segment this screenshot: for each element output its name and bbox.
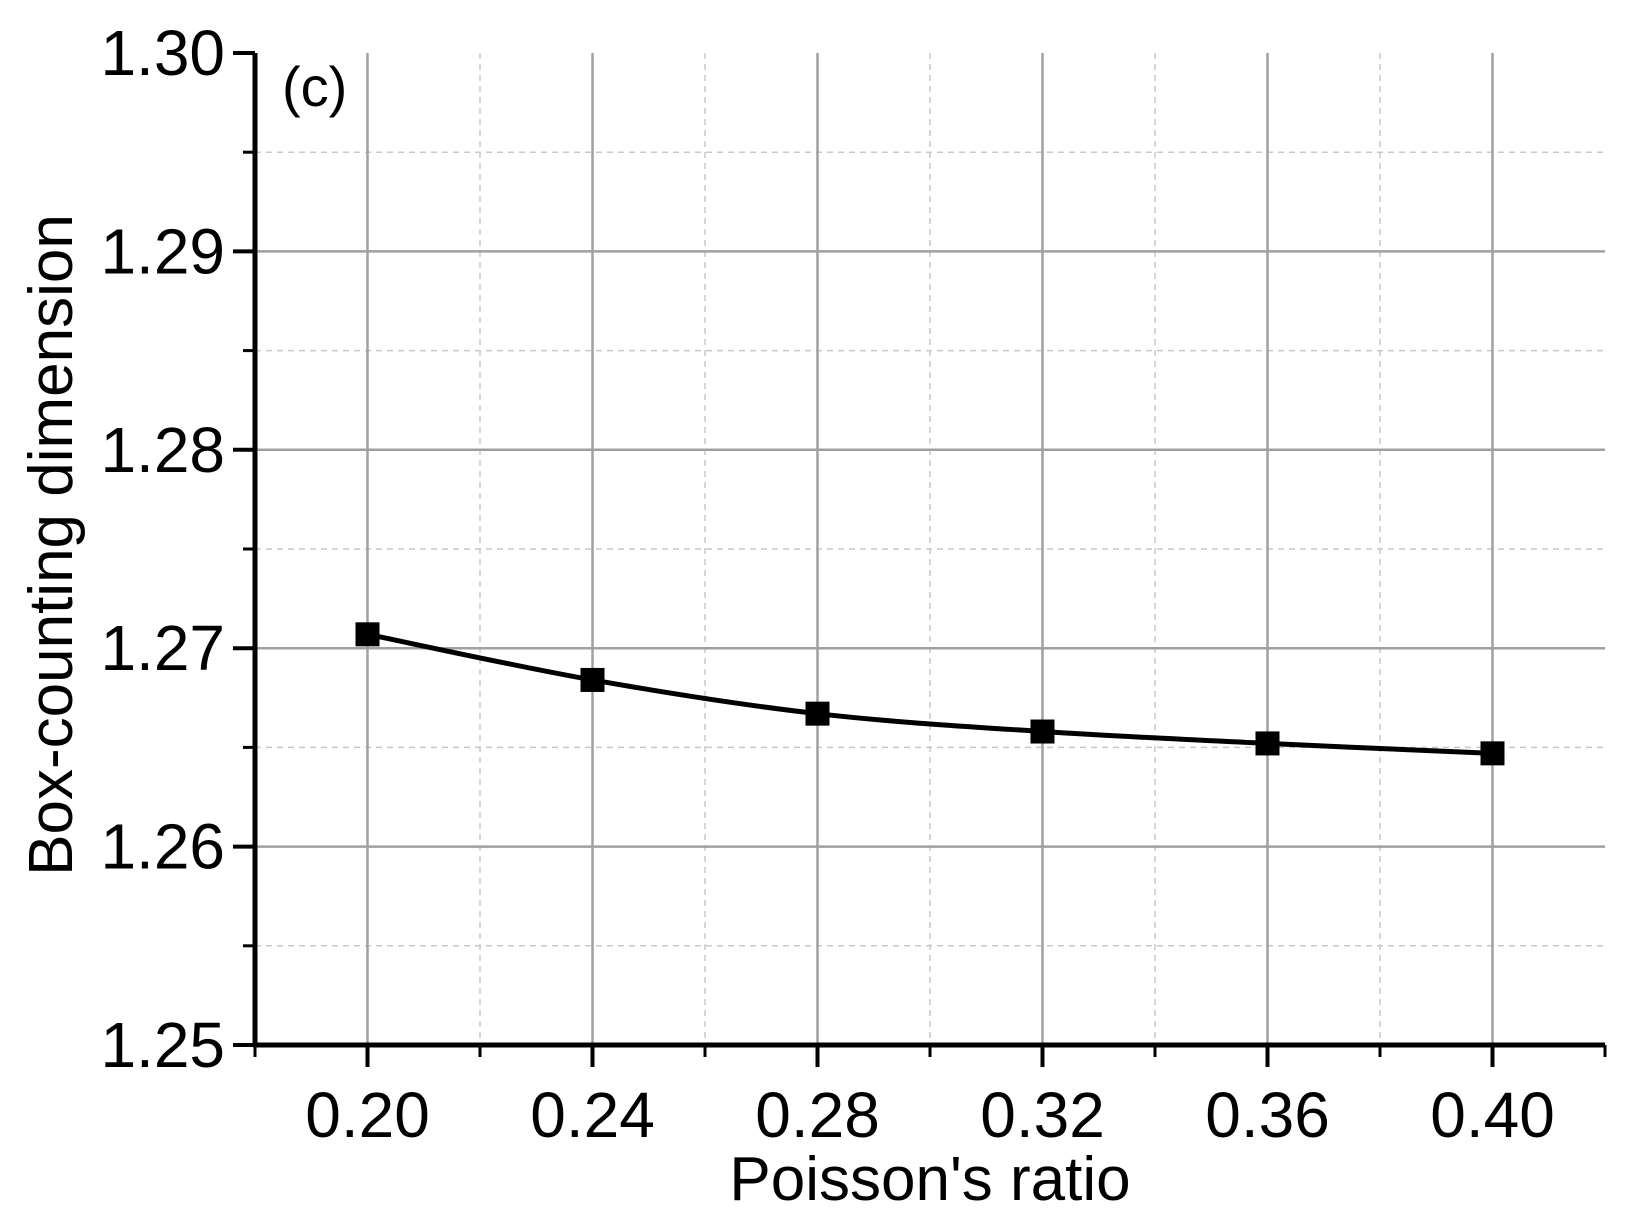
data-point-marker (1480, 741, 1505, 766)
y-tick-label: 1.30 (100, 17, 225, 89)
minor-gridlines (255, 53, 1605, 1045)
y-tick-label: 1.28 (100, 414, 225, 486)
x-tick-label: 0.28 (755, 1079, 880, 1151)
panel-label: (c) (282, 55, 347, 118)
data-point-marker (355, 622, 380, 647)
y-tick-label: 1.26 (100, 811, 225, 883)
data-point-marker (805, 701, 830, 726)
data-point-marker (1255, 731, 1280, 756)
y-tick-label: 1.27 (100, 612, 225, 684)
axes (233, 51, 1607, 1067)
major-gridlines (255, 53, 1605, 1045)
series-layer (355, 622, 1505, 766)
x-tick-label: 0.36 (1205, 1079, 1330, 1151)
x-tick-label: 0.24 (530, 1079, 655, 1151)
y-axis-title: Box-counting dimension (17, 214, 86, 876)
x-tick-label: 0.32 (980, 1079, 1105, 1151)
y-tick-label: 1.29 (100, 215, 225, 287)
data-point-marker (1030, 719, 1055, 744)
series-line (367, 631, 1493, 756)
x-tick-label: 0.20 (305, 1079, 430, 1151)
tick-labels: 1.25 1.26 1.27 1.28 1.29 1.30 0.20 0.24 0.28 0.32… (100, 17, 1554, 1151)
x-axis-title: Poisson's ratio (729, 1145, 1130, 1214)
y-tick-label: 1.25 (100, 1009, 225, 1081)
data-point-marker (580, 667, 605, 692)
x-tick-label: 0.40 (1430, 1079, 1555, 1151)
